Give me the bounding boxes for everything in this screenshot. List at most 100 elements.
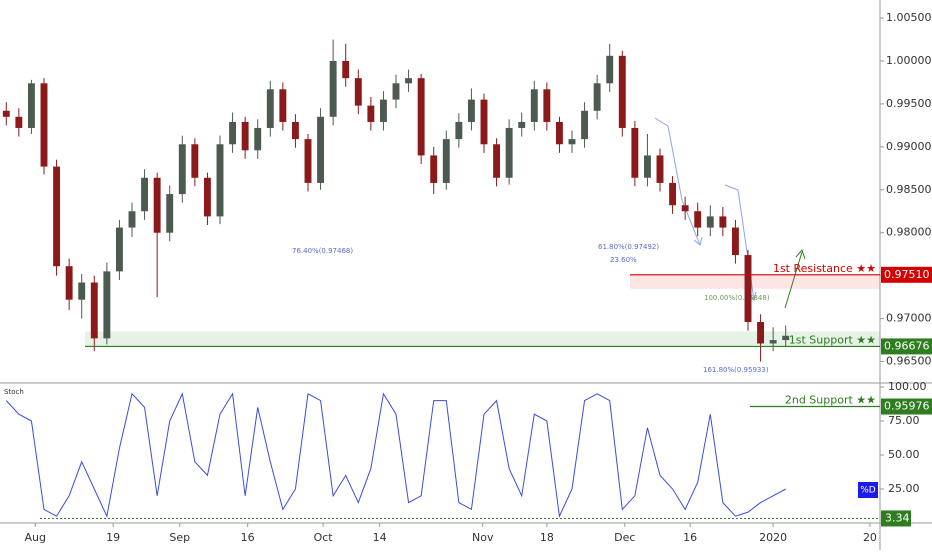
x-tick-label: Nov bbox=[472, 531, 494, 544]
candle-body bbox=[304, 139, 312, 183]
level-box bbox=[881, 398, 932, 415]
candle-body bbox=[643, 155, 651, 178]
level-box bbox=[881, 266, 932, 283]
resistance-zone bbox=[630, 274, 880, 289]
arrow bbox=[784, 251, 803, 309]
x-tick-label: 20 bbox=[863, 531, 877, 544]
candle-body bbox=[254, 127, 262, 151]
stoch-line bbox=[5, 392, 786, 518]
candle-body bbox=[568, 139, 576, 145]
x-tick-label: Oct bbox=[314, 531, 334, 544]
stoch-tick-label: 25.00 bbox=[888, 482, 920, 495]
x-tick-label: Aug bbox=[24, 531, 45, 544]
candle-body bbox=[442, 139, 450, 183]
y-tick-label: 0.99500 bbox=[886, 97, 932, 110]
arrow-head bbox=[693, 236, 703, 246]
legend-label: %D bbox=[860, 486, 876, 496]
stoch-tick-label: 75.00 bbox=[888, 414, 920, 427]
candle-body bbox=[581, 110, 589, 140]
level-value: 0.96676 bbox=[884, 339, 930, 352]
candle-body bbox=[505, 127, 513, 178]
candle-body bbox=[90, 282, 98, 339]
candle-body bbox=[27, 83, 35, 128]
fib-label: 161.80%(0.95933) bbox=[703, 366, 769, 374]
candle-body bbox=[606, 55, 614, 84]
candle-body bbox=[493, 144, 501, 178]
candle-body bbox=[744, 255, 752, 323]
y-tick-label: 0.96500 bbox=[886, 355, 932, 368]
candle-body bbox=[191, 144, 199, 178]
x-tick-label: 16 bbox=[241, 531, 255, 544]
stoch-title: Stoch bbox=[4, 388, 24, 396]
y-tick-label: 0.98000 bbox=[886, 226, 932, 239]
fib-label: 100.00%(0.96848) bbox=[704, 294, 770, 302]
candle-body bbox=[216, 144, 224, 217]
fib-label: 23.60% bbox=[610, 256, 637, 264]
level-name: 2nd Support ★★ bbox=[785, 394, 876, 407]
stoch-low-label: 3.34 bbox=[885, 511, 910, 524]
candle-body bbox=[103, 271, 111, 339]
support-zone bbox=[85, 331, 880, 347]
fib-label: 61.80%(0.97492) bbox=[598, 243, 659, 251]
stoch-tick-label: 50.00 bbox=[888, 448, 920, 461]
x-tick-label: 14 bbox=[373, 531, 387, 544]
candle-body bbox=[543, 89, 551, 122]
x-tick-label: 18 bbox=[540, 531, 554, 544]
candle-body bbox=[53, 166, 61, 267]
y-tick-label: 0.97000 bbox=[886, 312, 932, 325]
arrow-head bbox=[795, 249, 806, 260]
candle-body bbox=[480, 99, 488, 145]
candle-body bbox=[65, 266, 73, 300]
candle-body bbox=[782, 335, 790, 341]
stoch-tick-label: 100.00 bbox=[888, 380, 927, 393]
candle-body bbox=[279, 89, 287, 122]
y-tick-label: 0.98500 bbox=[886, 183, 932, 196]
candle-body bbox=[593, 83, 601, 111]
candle-body bbox=[166, 194, 174, 233]
candle-body bbox=[317, 116, 325, 183]
candle-body bbox=[229, 121, 237, 145]
candle-body bbox=[518, 121, 526, 128]
candle-body bbox=[430, 155, 438, 183]
candle-body bbox=[467, 99, 475, 122]
candle-body bbox=[656, 155, 664, 183]
candle-body bbox=[769, 340, 777, 344]
candle-body bbox=[2, 110, 10, 117]
x-tick-label: 2020 bbox=[759, 531, 787, 544]
level-name: 1st Support ★★ bbox=[789, 333, 876, 346]
candle-body bbox=[141, 177, 149, 212]
legend-box bbox=[858, 482, 878, 498]
x-tick-label: 16 bbox=[683, 531, 697, 544]
candle-body bbox=[342, 60, 350, 79]
candle-body bbox=[669, 182, 677, 206]
candle-body bbox=[367, 105, 375, 122]
candle-body bbox=[266, 89, 274, 128]
x-tick-label: Sep bbox=[169, 531, 190, 544]
candle-body bbox=[405, 78, 413, 84]
candle-body bbox=[15, 116, 23, 128]
candle-body bbox=[706, 216, 714, 228]
candle-body bbox=[694, 211, 702, 228]
candle-body bbox=[78, 282, 86, 300]
candle-body bbox=[40, 83, 48, 167]
level-name: 1st Resistance ★★ bbox=[773, 262, 876, 275]
level-value: 0.97510 bbox=[884, 268, 930, 281]
candle-body bbox=[417, 78, 425, 156]
candle-body bbox=[392, 83, 400, 100]
x-tick-label: Dec bbox=[614, 531, 635, 544]
y-tick-label: 0.99000 bbox=[886, 140, 932, 153]
candle-body bbox=[291, 121, 299, 140]
candle-body bbox=[153, 177, 161, 233]
candle-body bbox=[681, 205, 689, 212]
candle-body bbox=[455, 121, 463, 140]
stoch-low-box bbox=[881, 510, 911, 527]
candle-body bbox=[719, 216, 727, 228]
level-box bbox=[881, 338, 932, 355]
level-value: 0.95976 bbox=[884, 400, 930, 413]
x-tick-label: 19 bbox=[106, 531, 120, 544]
y-tick-label: 1.00500 bbox=[886, 11, 932, 24]
candle-body bbox=[731, 227, 739, 256]
candle-body bbox=[530, 89, 538, 122]
candle-body bbox=[631, 127, 639, 178]
